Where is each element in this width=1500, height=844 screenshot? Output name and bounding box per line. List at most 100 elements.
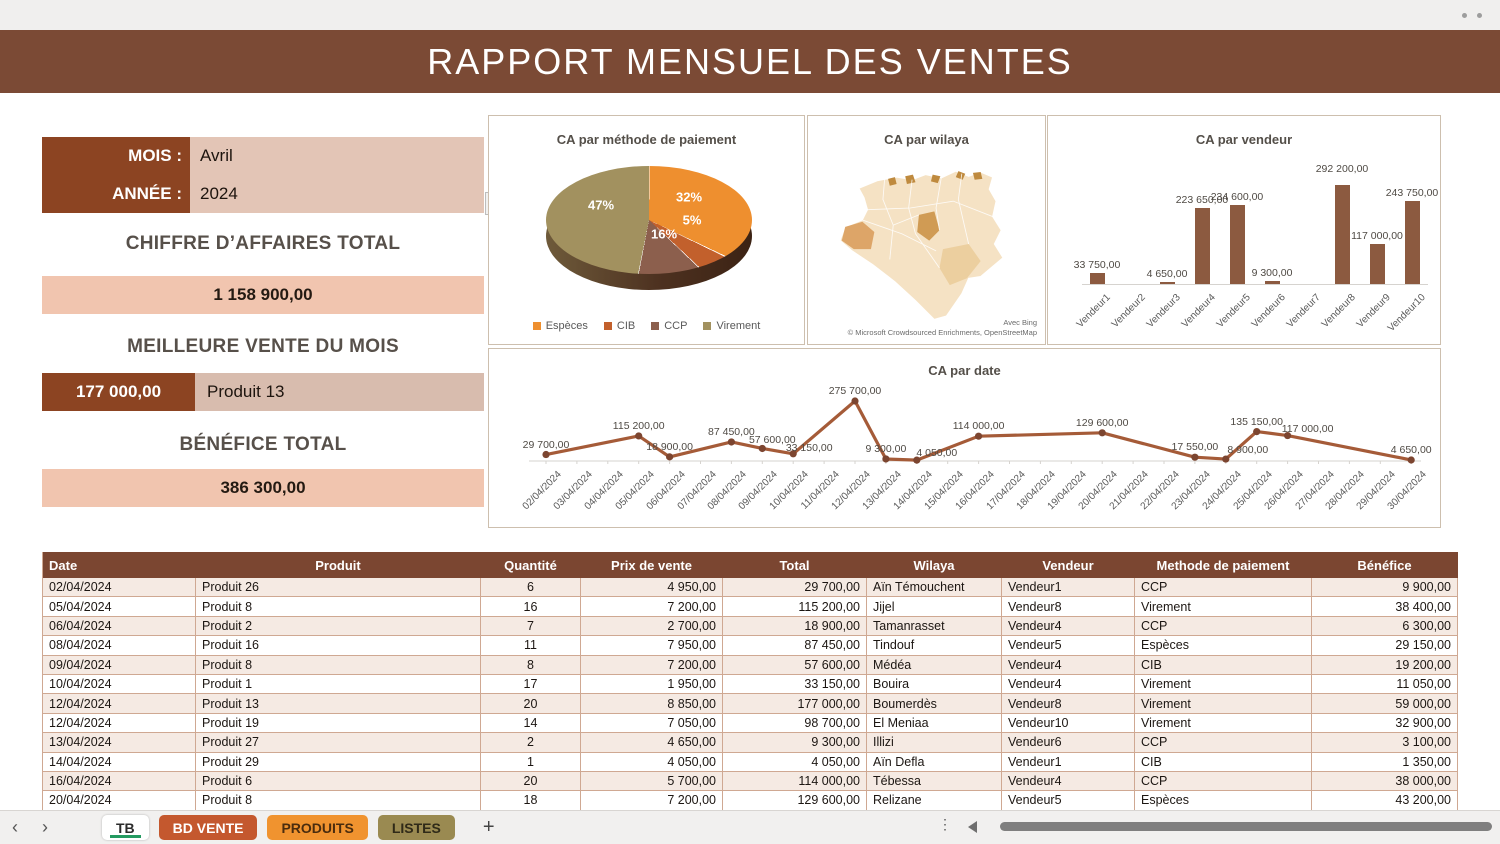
table-cell[interactable]: Produit 29	[196, 752, 481, 771]
sheet-nav-right-icon[interactable]: ›	[42, 817, 48, 837]
table-cell[interactable]: Vendeur4	[1002, 771, 1135, 791]
table-cell[interactable]: 115 200,00	[723, 597, 867, 616]
table-cell[interactable]: 20	[481, 771, 581, 791]
table-cell[interactable]: 87 450,00	[723, 636, 867, 655]
table-cell[interactable]: Vendeur4	[1002, 674, 1135, 694]
table-cell[interactable]: Produit 1	[196, 674, 481, 694]
table-cell[interactable]: Vendeur8	[1002, 597, 1135, 616]
table-cell[interactable]: Produit 8	[196, 597, 481, 616]
table-cell[interactable]: CCP	[1135, 771, 1312, 791]
table-cell[interactable]: Virement	[1135, 694, 1312, 713]
table-cell[interactable]: Vendeur5	[1002, 636, 1135, 655]
table-cell[interactable]: 38 000,00	[1312, 771, 1458, 791]
table-cell[interactable]: 7 200,00	[581, 597, 723, 616]
table-cell[interactable]: Tébessa	[867, 771, 1002, 791]
table-cell[interactable]: 4 050,00	[723, 752, 867, 771]
table-cell[interactable]: 7 950,00	[581, 636, 723, 655]
table-cell[interactable]: 20/04/2024	[42, 791, 196, 810]
year-value-cell[interactable]: 2024	[190, 175, 484, 213]
table-cell[interactable]: 57 600,00	[723, 655, 867, 674]
scroll-left-icon[interactable]	[968, 821, 977, 833]
more-options-icon[interactable]: ⋮	[938, 816, 952, 832]
table-cell[interactable]: Boumerdès	[867, 694, 1002, 713]
table-cell[interactable]: 1	[481, 752, 581, 771]
table-cell[interactable]: 10/04/2024	[42, 674, 196, 694]
table-cell[interactable]: Relizane	[867, 791, 1002, 810]
table-cell[interactable]: Virement	[1135, 713, 1312, 733]
table-cell[interactable]: 11	[481, 636, 581, 655]
table-cell[interactable]: 08/04/2024	[42, 636, 196, 655]
table-cell[interactable]: 3 100,00	[1312, 733, 1458, 752]
table-cell[interactable]: 1 350,00	[1312, 752, 1458, 771]
table-cell[interactable]: Vendeur4	[1002, 616, 1135, 636]
table-cell[interactable]: 114 000,00	[723, 771, 867, 791]
table-cell[interactable]: 5 700,00	[581, 771, 723, 791]
table-cell[interactable]: Vendeur5	[1002, 791, 1135, 810]
table-cell[interactable]: Vendeur8	[1002, 694, 1135, 713]
table-cell[interactable]: Médéa	[867, 655, 1002, 674]
table-cell[interactable]: 59 000,00	[1312, 694, 1458, 713]
table-cell[interactable]: 8 850,00	[581, 694, 723, 713]
table-cell[interactable]: Vendeur1	[1002, 578, 1135, 597]
profit-value-cell[interactable]: 386 300,00	[42, 469, 484, 507]
table-cell[interactable]: 19 200,00	[1312, 655, 1458, 674]
best-sale-product-cell[interactable]: Produit 13	[195, 373, 484, 411]
table-cell[interactable]: 129 600,00	[723, 791, 867, 810]
table-cell[interactable]: CIB	[1135, 752, 1312, 771]
table-cell[interactable]: 1 950,00	[581, 674, 723, 694]
table-cell[interactable]: 12/04/2024	[42, 713, 196, 733]
table-cell[interactable]: Bouira	[867, 674, 1002, 694]
table-cell[interactable]: Vendeur1	[1002, 752, 1135, 771]
table-cell[interactable]: CCP	[1135, 616, 1312, 636]
table-cell[interactable]: Vendeur10	[1002, 713, 1135, 733]
table-cell[interactable]: 4 950,00	[581, 578, 723, 597]
sheet-tab-tb[interactable]: TB	[102, 815, 149, 840]
table-cell[interactable]: 2 700,00	[581, 616, 723, 636]
table-cell[interactable]: 8	[481, 655, 581, 674]
table-cell[interactable]: Espèces	[1135, 791, 1312, 810]
table-cell[interactable]: 98 700,00	[723, 713, 867, 733]
sheet-tab-listes[interactable]: LISTES	[377, 815, 455, 840]
table-cell[interactable]: 4 050,00	[581, 752, 723, 771]
table-cell[interactable]: Produit 6	[196, 771, 481, 791]
sheet-tab-produits[interactable]: PRODUITS	[267, 815, 368, 840]
table-cell[interactable]: Produit 8	[196, 655, 481, 674]
table-cell[interactable]: 9 900,00	[1312, 578, 1458, 597]
table-cell[interactable]: 29 700,00	[723, 578, 867, 597]
sheet-nav-left-icon[interactable]: ‹	[12, 817, 18, 837]
table-cell[interactable]: 18	[481, 791, 581, 810]
month-value-cell[interactable]: Avril	[190, 137, 484, 175]
table-cell[interactable]: 7 200,00	[581, 791, 723, 810]
table-cell[interactable]: 14/04/2024	[42, 752, 196, 771]
table-cell[interactable]: Tindouf	[867, 636, 1002, 655]
table-cell[interactable]: Produit 13	[196, 694, 481, 713]
table-cell[interactable]: Jijel	[867, 597, 1002, 616]
table-cell[interactable]: Vendeur4	[1002, 655, 1135, 674]
table-cell[interactable]: 13/04/2024	[42, 733, 196, 752]
table-cell[interactable]: Produit 8	[196, 791, 481, 810]
table-cell[interactable]: El Meniaa	[867, 713, 1002, 733]
best-sale-amount-cell[interactable]: 177 000,00	[42, 373, 195, 411]
table-cell[interactable]: Produit 2	[196, 616, 481, 636]
table-cell[interactable]: Espèces	[1135, 636, 1312, 655]
window-control-dots[interactable]	[1462, 13, 1482, 18]
table-cell[interactable]: 16	[481, 597, 581, 616]
sheet-tab-bd-vente[interactable]: BD VENTE	[158, 815, 258, 840]
table-cell[interactable]: Virement	[1135, 597, 1312, 616]
revenue-value-cell[interactable]: 1 158 900,00	[42, 276, 484, 314]
table-cell[interactable]: 4 650,00	[581, 733, 723, 752]
table-cell[interactable]: 38 400,00	[1312, 597, 1458, 616]
table-cell[interactable]: Tamanrasset	[867, 616, 1002, 636]
table-cell[interactable]: 177 000,00	[723, 694, 867, 713]
table-cell[interactable]: CIB	[1135, 655, 1312, 674]
table-cell[interactable]: 33 150,00	[723, 674, 867, 694]
table-cell[interactable]: Produit 27	[196, 733, 481, 752]
table-cell[interactable]: Vendeur6	[1002, 733, 1135, 752]
table-cell[interactable]: Produit 26	[196, 578, 481, 597]
table-cell[interactable]: 18 900,00	[723, 616, 867, 636]
table-cell[interactable]: 7 200,00	[581, 655, 723, 674]
table-cell[interactable]: Aïn Témouchent	[867, 578, 1002, 597]
table-cell[interactable]: 6 300,00	[1312, 616, 1458, 636]
table-cell[interactable]: 7	[481, 616, 581, 636]
table-cell[interactable]: 02/04/2024	[42, 578, 196, 597]
